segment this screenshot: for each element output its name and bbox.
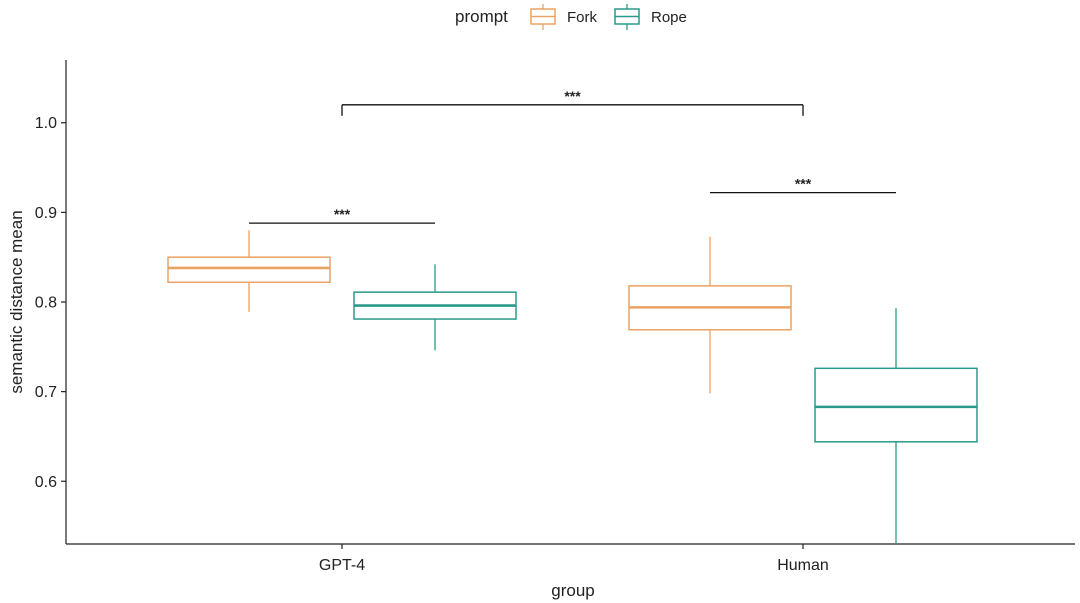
box-iqr: [167, 256, 331, 284]
legend-label-rope: Rope: [651, 9, 687, 26]
legend-label-fork: Fork: [567, 9, 598, 26]
y-tick-label: 0.6: [35, 474, 57, 491]
legend-entry-rope: Rope: [614, 4, 687, 30]
legend: prompt Fork Rope: [455, 4, 687, 30]
significance-bracket: ***: [249, 206, 435, 224]
boxplot-fork-human: [628, 236, 792, 394]
boxplots: [167, 230, 978, 544]
significance-bracket: ***: [710, 176, 896, 194]
y-axis-title: semantic distance mean: [7, 210, 26, 393]
legend-entry-fork: Fork: [530, 4, 598, 30]
y-tick-label: 0.7: [35, 384, 57, 401]
significance-label: ***: [795, 176, 812, 192]
significance-bracket: ***: [341, 88, 804, 116]
boxplot-rope-gpt4: [353, 264, 517, 351]
x-tick-label: GPT-4: [319, 557, 365, 574]
x-axis-title: group: [551, 581, 594, 600]
y-tick-label: 1.0: [35, 115, 57, 132]
legend-title: prompt: [455, 7, 508, 26]
x-tick-label: Human: [777, 557, 829, 574]
y-tick-label: 0.9: [35, 205, 57, 222]
boxplot-rope-human: [814, 308, 978, 544]
boxplot-fork-gpt4: [167, 230, 331, 312]
significance-label: ***: [334, 206, 351, 222]
y-tick-label: 0.8: [35, 295, 57, 312]
axis-ticks: 0.6 0.7 0.8 0.9 1.0 GPT-4 Human: [35, 115, 829, 574]
box-iqr: [814, 367, 978, 443]
significance-brackets: *** *** ***: [249, 88, 896, 224]
significance-label: ***: [564, 88, 581, 104]
